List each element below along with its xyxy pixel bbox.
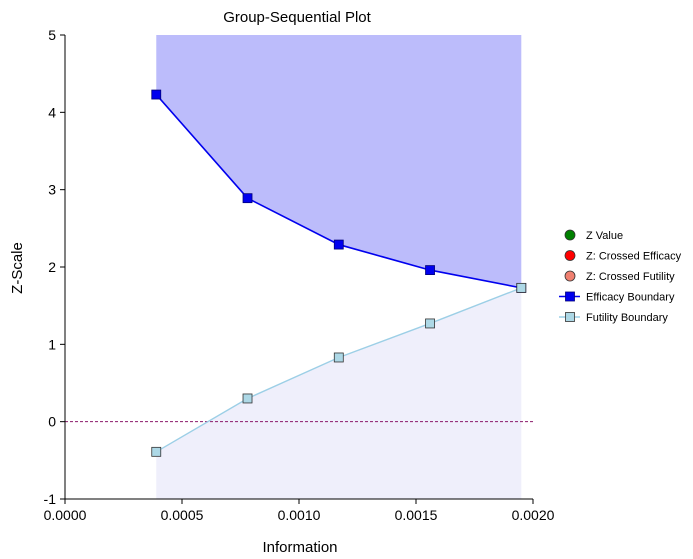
futility-boundary-marker — [151, 446, 162, 457]
series-markers — [151, 89, 527, 457]
chart-title: Group-Sequential Plot — [223, 9, 371, 26]
efficacy-region — [156, 35, 522, 288]
y-tick-label: 2 — [48, 259, 56, 275]
efficacy-boundary-marker — [333, 239, 344, 250]
y-tick-label: 4 — [48, 104, 56, 120]
y-tick-label: 0 — [48, 414, 56, 430]
legend-label: Efficacy Boundary — [586, 292, 675, 304]
x-tick-label: 0.0005 — [161, 507, 204, 523]
y-axis-label: Z-Scale — [9, 242, 26, 294]
legend-label: Z Value — [586, 230, 623, 242]
legend-marker-3 — [565, 291, 575, 302]
legend-marker-0 — [564, 229, 576, 241]
y-tick-label: -1 — [44, 491, 57, 507]
x-tick-label: 0.0000 — [44, 507, 87, 523]
x-tick-label: 0.0015 — [395, 507, 438, 523]
legend-marker-2 — [564, 270, 576, 282]
y-tick-label: 3 — [48, 182, 56, 198]
x-tick-label: 0.0020 — [512, 507, 555, 523]
futility-region — [156, 287, 522, 499]
y-tick-label: 5 — [48, 27, 56, 43]
regions — [156, 35, 522, 499]
legend-label: Z: Crossed Efficacy — [586, 251, 682, 263]
futility-boundary-marker — [516, 282, 527, 293]
legend: Z Value Z: Crossed Efficacy Z: Crossed Fut… — [559, 229, 682, 324]
futility-boundary-marker — [425, 318, 435, 329]
legend-marker-4 — [565, 312, 575, 322]
futility-boundary-marker — [333, 352, 344, 363]
legend-label: Futility Boundary — [586, 312, 668, 324]
efficacy-boundary-marker — [151, 89, 162, 100]
efficacy-boundary-marker — [425, 265, 435, 275]
axes — [60, 34, 534, 504]
futility-boundary-marker — [242, 393, 253, 404]
efficacy-boundary-marker — [242, 193, 253, 204]
tick-labels: -1 0 1 2 3 4 5 0.0000 0.0005 0.0010 0.0015 0.0020 — [44, 27, 555, 523]
y-tick-label: 1 — [48, 336, 56, 352]
x-axis-label: Information — [262, 539, 337, 554]
legend-label: Z: Crossed Futility — [586, 271, 675, 283]
x-tick-label: 0.0010 — [278, 507, 321, 523]
legend-marker-1 — [564, 250, 576, 261]
